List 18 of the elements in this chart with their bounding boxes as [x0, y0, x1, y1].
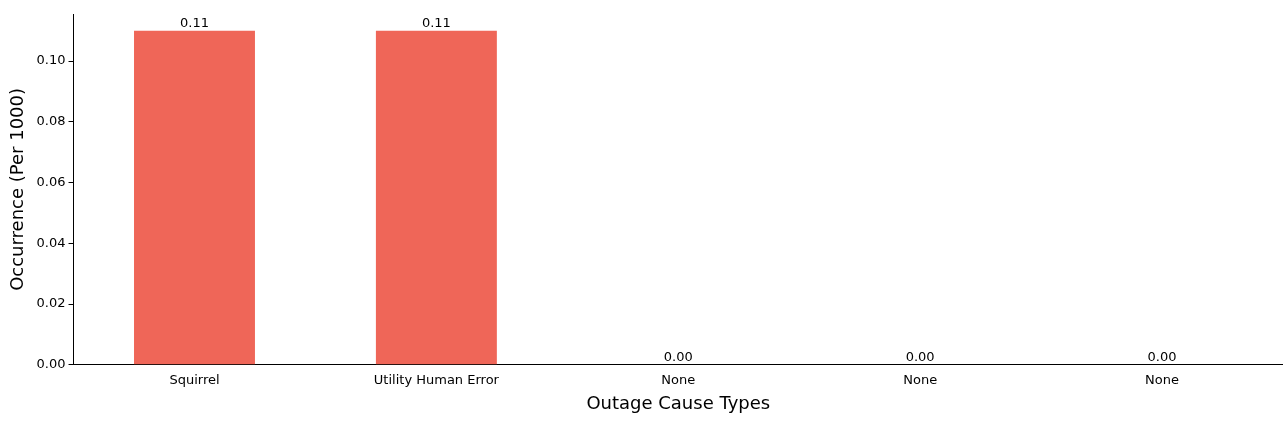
y-tick-label: 0.00	[36, 356, 66, 372]
y-axis-title: Occurrence (Per 1000)	[6, 87, 28, 291]
y-tick-label: 0.02	[36, 295, 66, 311]
x-axis-title: Outage Cause Types	[586, 391, 771, 413]
y-tick-label: 0.06	[36, 173, 66, 189]
data-label: 0.11	[180, 14, 209, 30]
x-tick-label: Squirrel	[169, 371, 220, 387]
y-tick-label: 0.04	[36, 234, 66, 250]
y-tick-label: 0.10	[36, 52, 66, 68]
data-label: 0.11	[421, 14, 451, 30]
x-tick-label: None	[903, 371, 938, 387]
y-tick-label: 0.08	[36, 113, 66, 129]
data-label: 0.00	[663, 348, 693, 364]
x-tick-label: None	[661, 371, 696, 387]
x-tick-label: None	[1145, 371, 1180, 387]
x-tick-label: Utility Human Error	[373, 371, 500, 387]
data-label: 0.00	[1147, 348, 1177, 364]
data-label: 0.00	[905, 348, 935, 364]
